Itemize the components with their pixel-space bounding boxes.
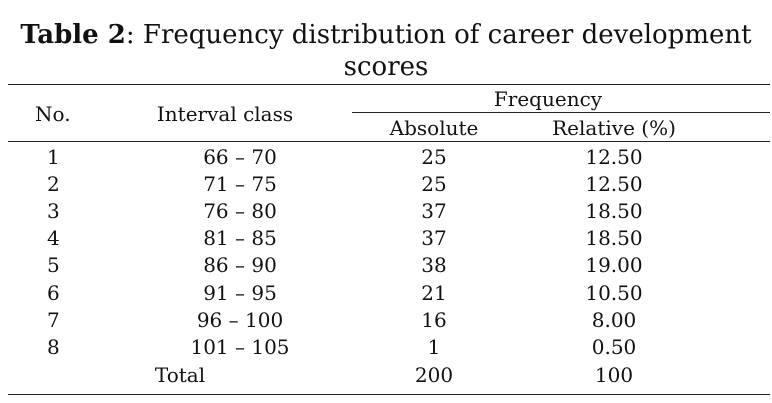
cell-absolute: 38 xyxy=(421,253,447,277)
top-rule xyxy=(8,84,770,85)
cell-relative: 12.50 xyxy=(585,172,643,196)
cell-relative: 18.50 xyxy=(585,199,643,223)
total-label: Total xyxy=(154,363,206,387)
cell-no: 4 xyxy=(47,226,60,250)
total-relative: 100 xyxy=(594,363,634,387)
cell-no: 2 xyxy=(47,172,60,196)
cell-no: 3 xyxy=(47,199,60,223)
cell-interval: 86 – 90 xyxy=(203,253,277,277)
cell-interval: 76 – 80 xyxy=(203,199,277,223)
table-title: : Frequency distribution of career devel… xyxy=(125,20,752,50)
cell-interval: 66 – 70 xyxy=(203,145,277,169)
cell-relative: 8.00 xyxy=(591,308,637,332)
cell-absolute: 25 xyxy=(421,172,447,196)
cell-no: 7 xyxy=(47,308,60,332)
bottom-rule xyxy=(8,394,770,395)
cell-relative: 18.50 xyxy=(585,226,643,250)
cell-absolute: 37 xyxy=(421,226,447,250)
total-absolute: 200 xyxy=(414,363,454,387)
header-relative: Relative (%) xyxy=(552,116,676,140)
cell-relative: 12.50 xyxy=(585,145,643,169)
table-caption: Table 2: Frequency distribution of caree… xyxy=(0,19,772,51)
header-absolute: Absolute xyxy=(389,116,479,140)
table-title-continued: scores xyxy=(343,52,429,82)
cell-absolute: 21 xyxy=(421,281,447,305)
table-label: Table 2 xyxy=(20,20,126,50)
header-no: No. xyxy=(35,102,71,126)
header-interval-class: Interval class xyxy=(156,102,294,126)
frequency-rule xyxy=(352,112,770,113)
cell-no: 6 xyxy=(47,281,60,305)
cell-relative: 0.50 xyxy=(591,335,637,359)
cell-interval: 71 – 75 xyxy=(203,172,277,196)
cell-interval: 101 – 105 xyxy=(190,335,290,359)
header-frequency: Frequency xyxy=(493,87,603,111)
cell-interval: 91 – 95 xyxy=(203,281,277,305)
cell-absolute: 37 xyxy=(421,199,447,223)
cell-absolute: 16 xyxy=(421,308,447,332)
cell-interval: 81 – 85 xyxy=(203,226,277,250)
cell-relative: 10.50 xyxy=(585,281,643,305)
cell-no: 8 xyxy=(47,335,60,359)
cell-no: 1 xyxy=(47,145,60,169)
cell-relative: 19.00 xyxy=(585,253,643,277)
cell-no: 5 xyxy=(47,253,60,277)
cell-absolute: 1 xyxy=(427,335,441,359)
header-rule xyxy=(8,141,770,142)
cell-interval: 96 – 100 xyxy=(196,308,284,332)
cell-absolute: 25 xyxy=(421,145,447,169)
